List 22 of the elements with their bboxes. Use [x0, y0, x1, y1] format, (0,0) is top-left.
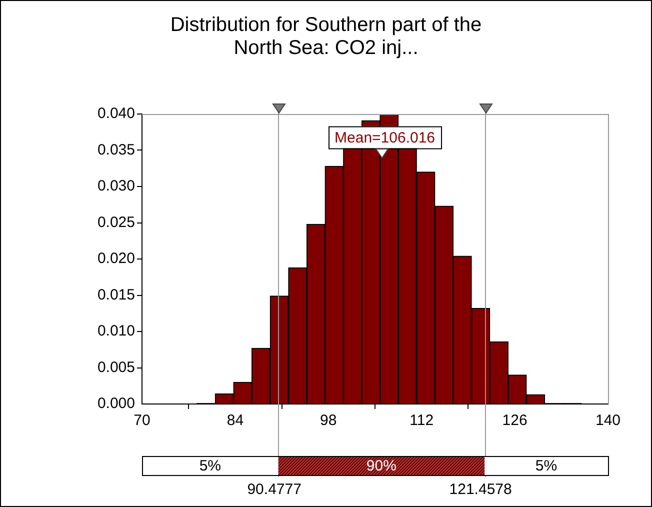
ref-line-label: 121.4578 — [449, 481, 512, 498]
y-tick-label: 0.030 — [97, 178, 135, 195]
y-tick-label: 0.035 — [97, 141, 135, 158]
x-tick-label: 84 — [226, 412, 244, 430]
x-tick-label: 140 — [595, 412, 621, 430]
y-tick-label: 0.000 — [97, 395, 135, 412]
ref-line-label: 90.4777 — [247, 481, 302, 498]
chart-title: Distribution for Southern part of the North Sea: CO2 inj... — [169, 14, 483, 60]
y-tick-label: 0.015 — [97, 286, 135, 304]
y-tick-label: 0.010 — [97, 322, 135, 340]
annotation: Mean=106.016 — [334, 129, 436, 146]
x-tick-label: 70 — [134, 412, 150, 430]
y-tick-label: 0.005 — [97, 358, 135, 376]
y-tick-label: 0.020 — [97, 250, 135, 268]
x-tick-label: 126 — [502, 412, 528, 430]
text: 5% — [535, 458, 558, 475]
x-tick-label: 112 — [410, 412, 434, 430]
x-tick-label: 98 — [320, 412, 337, 430]
text: 5% — [199, 458, 222, 475]
y-tick-label: 0.025 — [97, 214, 135, 231]
text: 90% — [366, 458, 396, 475]
y-tick-label: 0.040 — [97, 105, 135, 122]
